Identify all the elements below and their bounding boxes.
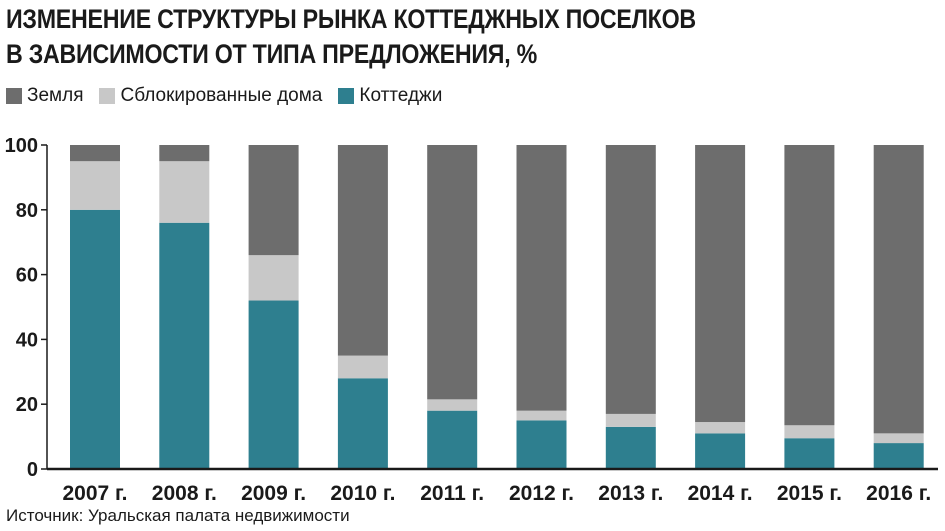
x-tick-label: 2009 г. bbox=[241, 482, 306, 505]
legend-swatch-land bbox=[6, 88, 22, 104]
x-tick-label: 2016 г. bbox=[866, 482, 931, 505]
chart-title-line-1: ИЗМЕНЕНИЕ СТРУКТУРЫ РЫНКА КОТТЕДЖНЫХ ПОС… bbox=[6, 4, 696, 34]
bar-segment-land bbox=[427, 145, 478, 400]
legend-swatch-townhouses bbox=[99, 88, 116, 104]
bar-segment-cottages bbox=[70, 209, 120, 470]
legend-item-cottages: Коттеджи bbox=[338, 85, 442, 107]
bar-segment-land bbox=[248, 145, 299, 256]
y-tick-label: 20 bbox=[16, 394, 38, 416]
bar-segment-townhouses bbox=[605, 413, 656, 427]
chart-legend: Земля Сблокированные дома Коттеджи bbox=[6, 84, 458, 108]
x-tick-label: 2013 г. bbox=[598, 482, 663, 505]
x-tick-label: 2011 г. bbox=[420, 482, 484, 505]
legend-label-land: Земля bbox=[27, 85, 84, 106]
bar-segment-townhouses bbox=[427, 399, 478, 411]
bar-segment-townhouses bbox=[695, 422, 746, 434]
y-tick-label: 80 bbox=[16, 200, 38, 222]
y-tick-label: 40 bbox=[16, 329, 38, 351]
bar-segment-land bbox=[337, 145, 388, 356]
x-tick-label: 2010 г. bbox=[330, 482, 395, 505]
chart-title: ИЗМЕНЕНИЕ СТРУКТУРЫ РЫНКА КОТТЕДЖНЫХ ПОС… bbox=[6, 2, 696, 72]
bar-segment-land bbox=[159, 145, 210, 162]
bar-segment-cottages bbox=[784, 438, 835, 469]
bar-segment-cottages bbox=[427, 410, 478, 469]
x-tick-label: 2008 г. bbox=[152, 482, 217, 505]
legend-label-cottages: Коттеджи bbox=[359, 85, 443, 106]
bar-segment-land bbox=[605, 145, 656, 414]
bar-segment-townhouses bbox=[516, 410, 567, 421]
legend-swatch-cottages bbox=[338, 88, 355, 104]
bar-segment-land bbox=[70, 145, 120, 162]
legend-item-townhouses: Сблокированные дома bbox=[99, 85, 322, 107]
x-tick-label: 2007 г. bbox=[62, 482, 127, 505]
bar-segment-cottages bbox=[873, 443, 924, 469]
source-note: Источник: Уральская палата недвижимости bbox=[6, 506, 350, 525]
legend-label-townhouses: Сблокированные дома bbox=[120, 85, 323, 106]
x-tick-label: 2012 г. bbox=[509, 482, 574, 505]
bar-segment-land bbox=[516, 145, 567, 411]
bar-segment-land bbox=[784, 145, 835, 426]
bar-segment-townhouses bbox=[248, 255, 299, 301]
bar-segment-townhouses bbox=[159, 161, 210, 223]
bar-segment-land bbox=[873, 145, 924, 434]
bar-segment-land bbox=[695, 145, 746, 423]
bar-segment-cottages bbox=[695, 433, 746, 469]
bar-segment-cottages bbox=[159, 222, 210, 469]
legend-item-land: Земля bbox=[6, 85, 83, 107]
bar-segment-cottages bbox=[248, 300, 299, 469]
bar-segment-townhouses bbox=[873, 433, 924, 444]
bar-segment-cottages bbox=[516, 420, 567, 469]
bar-segment-townhouses bbox=[337, 355, 388, 379]
bar-segment-cottages bbox=[605, 426, 656, 469]
y-tick-label: 60 bbox=[16, 265, 38, 287]
chart-title-line-2: В ЗАВИСИМОСТИ ОТ ТИПА ПРЕДЛОЖЕНИЯ, % bbox=[6, 39, 537, 69]
x-tick-label: 2015 г. bbox=[777, 482, 842, 505]
stacked-bar-chart: 2007 г. 2008 г. 2009 г. 2010 г. 2011 г. 2012 … bbox=[5, 135, 938, 505]
bar-segment-cottages bbox=[337, 378, 388, 469]
bar-segment-townhouses bbox=[70, 161, 120, 210]
y-tick-label: 0 bbox=[27, 459, 38, 481]
y-tick-label: 100 bbox=[5, 135, 38, 157]
bar-segment-townhouses bbox=[784, 425, 835, 439]
x-tick-label: 2014 г. bbox=[688, 482, 753, 505]
